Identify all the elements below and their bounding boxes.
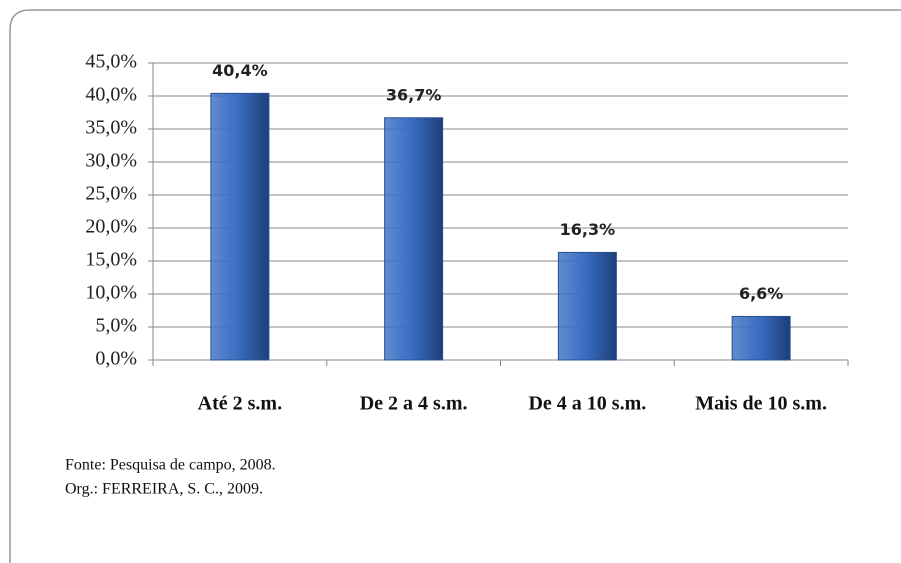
y-tick-label: 15,0% <box>85 249 137 271</box>
y-tick-label: 5,0% <box>95 315 137 337</box>
y-tick-label: 30,0% <box>85 150 137 172</box>
y-tick-label: 35,0% <box>85 117 137 139</box>
bar <box>384 117 444 361</box>
x-tick-label: De 4 a 10 s.m. <box>528 393 646 415</box>
y-tick-label: 10,0% <box>85 282 137 304</box>
y-tick-label: 20,0% <box>85 216 137 238</box>
x-tick-label: De 2 a 4 s.m. <box>360 393 468 415</box>
frame <box>9 9 901 563</box>
author-note: Org.: FERREIRA, S. C., 2009. <box>65 481 263 498</box>
bar <box>731 315 791 361</box>
bar <box>210 92 270 361</box>
value-label: 36,7% <box>386 85 442 104</box>
x-tick-label: Mais de 10 s.m. <box>695 393 827 415</box>
x-tick-label: Até 2 s.m. <box>198 393 282 415</box>
source-note: Fonte: Pesquisa de campo, 2008. <box>65 457 276 474</box>
value-label: 6,6% <box>739 284 783 303</box>
y-tick-label: 0,0% <box>95 348 137 370</box>
y-tick-label: 40,0% <box>85 84 137 106</box>
y-tick-label: 25,0% <box>85 183 137 205</box>
y-tick-label: 45,0% <box>85 51 137 73</box>
value-label: 40,4% <box>212 61 268 80</box>
bar <box>557 251 617 361</box>
value-label: 16,3% <box>560 220 616 239</box>
